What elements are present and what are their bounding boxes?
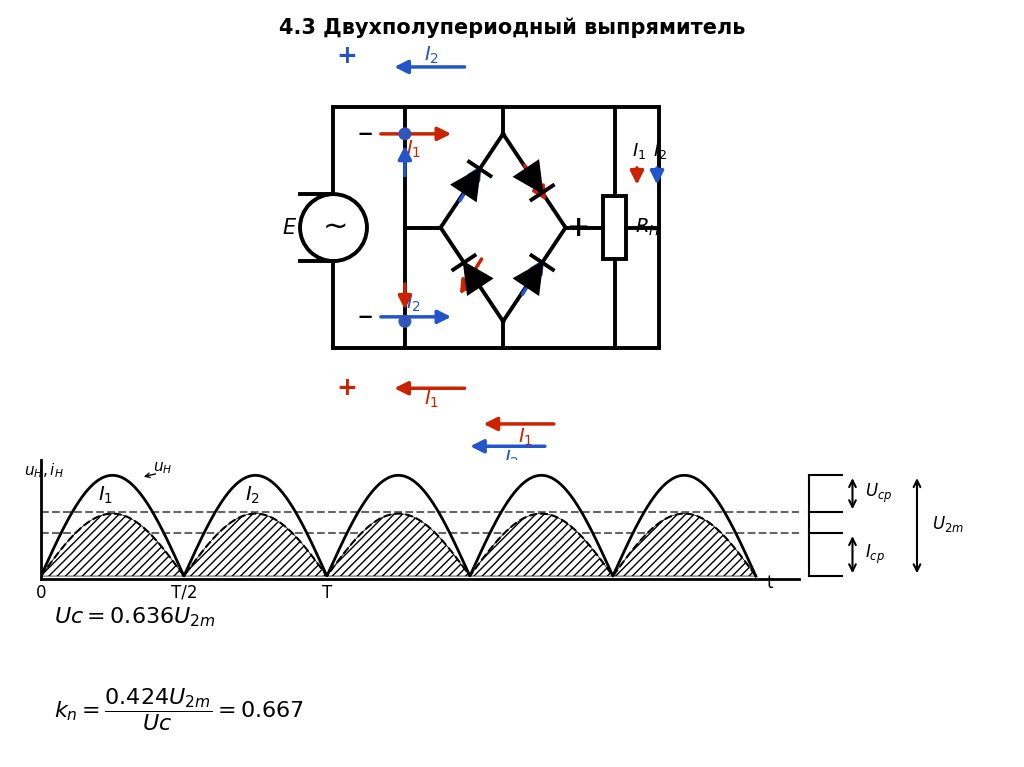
Text: $I_{cp}$: $I_{cp}$ (865, 543, 886, 566)
Text: $I_1$: $I_1$ (633, 141, 647, 161)
Polygon shape (514, 161, 543, 193)
Text: $I_1$: $I_1$ (97, 485, 113, 506)
Text: $I_2$: $I_2$ (407, 293, 421, 314)
Text: +: + (337, 377, 357, 400)
Text: $Uc = 0.636U_{2m}$: $Uc = 0.636U_{2m}$ (54, 606, 216, 629)
Text: $I_1$: $I_1$ (424, 389, 439, 410)
Text: –: – (357, 120, 373, 148)
Polygon shape (514, 262, 543, 295)
Text: –: – (418, 213, 432, 242)
Polygon shape (452, 169, 480, 200)
Text: $I_1$: $I_1$ (407, 139, 422, 160)
Bar (603, 196, 626, 258)
Polygon shape (464, 262, 492, 295)
Text: +: + (337, 44, 357, 67)
Text: $k_n = \dfrac{0.424U_{2m}}{Uc} = 0.667$: $k_n = \dfrac{0.424U_{2m}}{Uc} = 0.667$ (54, 686, 304, 732)
Text: $u_H, i_H$: $u_H, i_H$ (24, 461, 63, 479)
Text: +: + (567, 213, 591, 242)
Text: $I_2$: $I_2$ (245, 485, 260, 506)
Text: $I_2$: $I_2$ (505, 449, 519, 470)
Circle shape (399, 128, 411, 140)
Text: $R_H$: $R_H$ (635, 217, 660, 239)
Circle shape (399, 315, 411, 327)
Text: $u_H$: $u_H$ (153, 460, 172, 476)
Text: $I_2$: $I_2$ (424, 45, 439, 67)
Text: t: t (767, 574, 773, 592)
Text: –: – (357, 302, 373, 331)
Text: $I_1$: $I_1$ (518, 426, 532, 448)
Text: E: E (283, 218, 296, 238)
Text: ~: ~ (323, 213, 348, 242)
Text: $U_{cp}$: $U_{cp}$ (865, 482, 893, 505)
Text: $I_2$: $I_2$ (652, 141, 667, 161)
Text: 4.3 Двухполупериодный выпрямитель: 4.3 Двухполупериодный выпрямитель (279, 18, 745, 38)
Text: $U_{2m}$: $U_{2m}$ (932, 514, 964, 534)
